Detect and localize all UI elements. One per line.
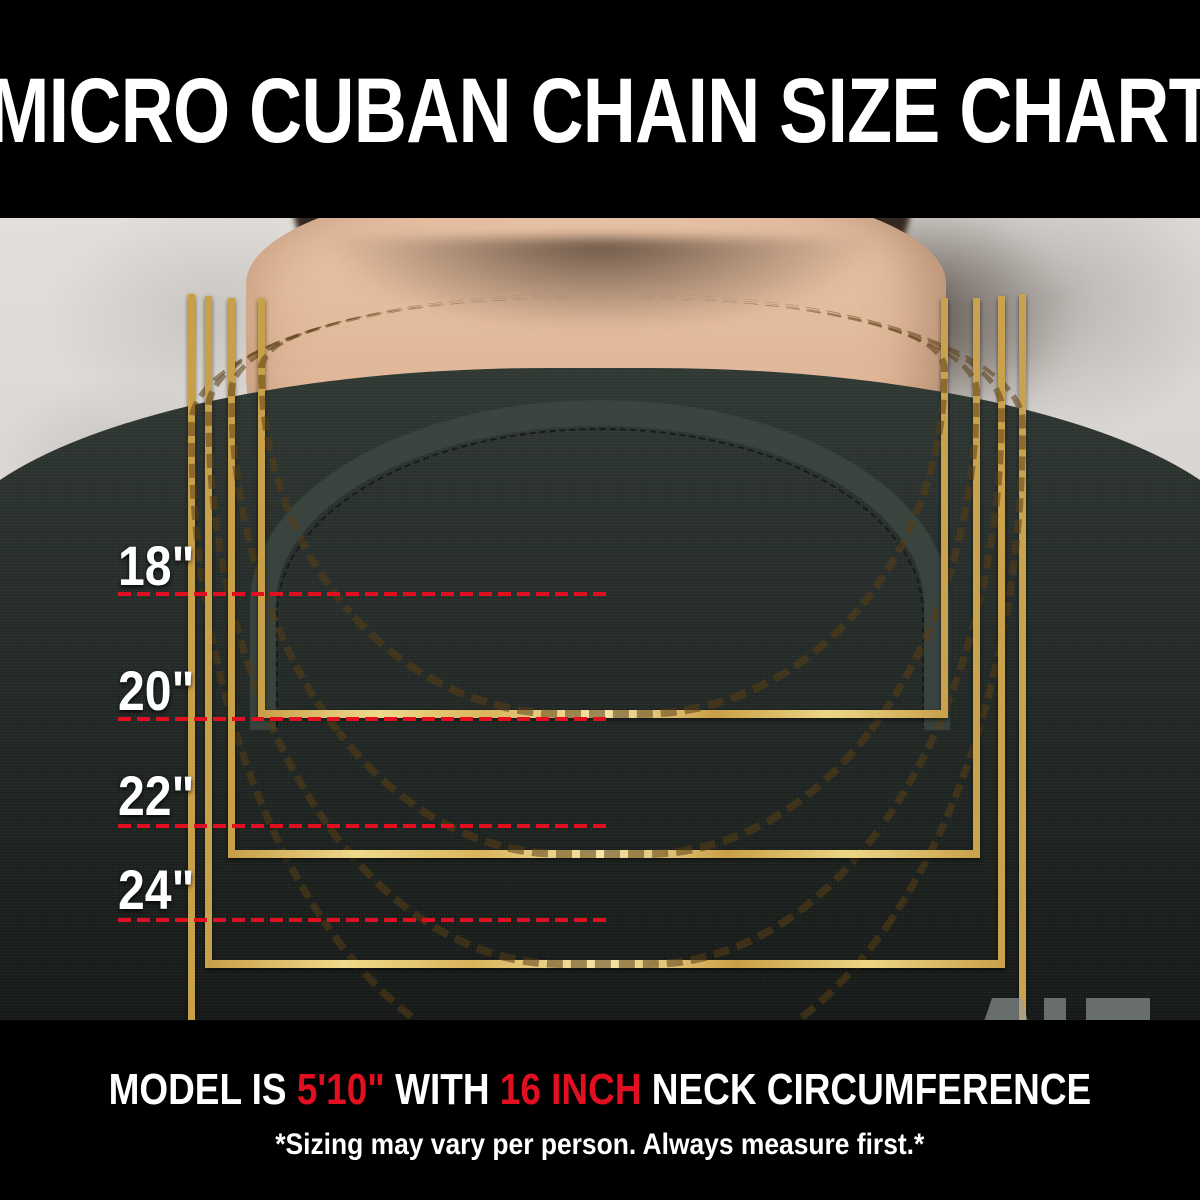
size-measure-line-1 xyxy=(118,592,610,596)
size-measure-line-4 xyxy=(118,918,610,922)
size-label-2: 20" xyxy=(118,659,195,722)
title-band: MICRO CUBAN CHAIN SIZE CHART xyxy=(0,0,1200,218)
sizing-disclaimer: *Sizing may vary per person. Always meas… xyxy=(0,1130,1200,1160)
size-label-1: 18" xyxy=(118,534,195,597)
size-measure-line-2 xyxy=(118,717,610,721)
model-stats-part1: MODEL IS xyxy=(108,1065,297,1114)
brand-logo: ALL IN FAITH xyxy=(940,986,1162,1020)
model-height: 5'10" xyxy=(296,1065,385,1114)
footer-band: MODEL IS 5'10" WITH 16 INCH NECK CIRCUMF… xyxy=(0,1020,1200,1200)
size-label-3: 22" xyxy=(118,764,195,827)
model-photo: 18" 20" 22" 24" xyxy=(0,218,1200,1020)
model-stats: MODEL IS 5'10" WITH 16 INCH NECK CIRCUMF… xyxy=(0,1068,1200,1112)
size-label-4: 24" xyxy=(118,858,195,921)
size-measure-line-3 xyxy=(118,824,610,828)
model-stats-part2: WITH xyxy=(384,1065,500,1114)
model-neck-size: 16 INCH xyxy=(499,1065,642,1114)
page-title: MICRO CUBAN CHAIN SIZE CHART xyxy=(0,60,1200,162)
sizing-disclaimer-text: *Sizing may vary per person. Always meas… xyxy=(275,1128,925,1161)
model-stats-part3: NECK CIRCUMFERENCE xyxy=(641,1065,1092,1114)
